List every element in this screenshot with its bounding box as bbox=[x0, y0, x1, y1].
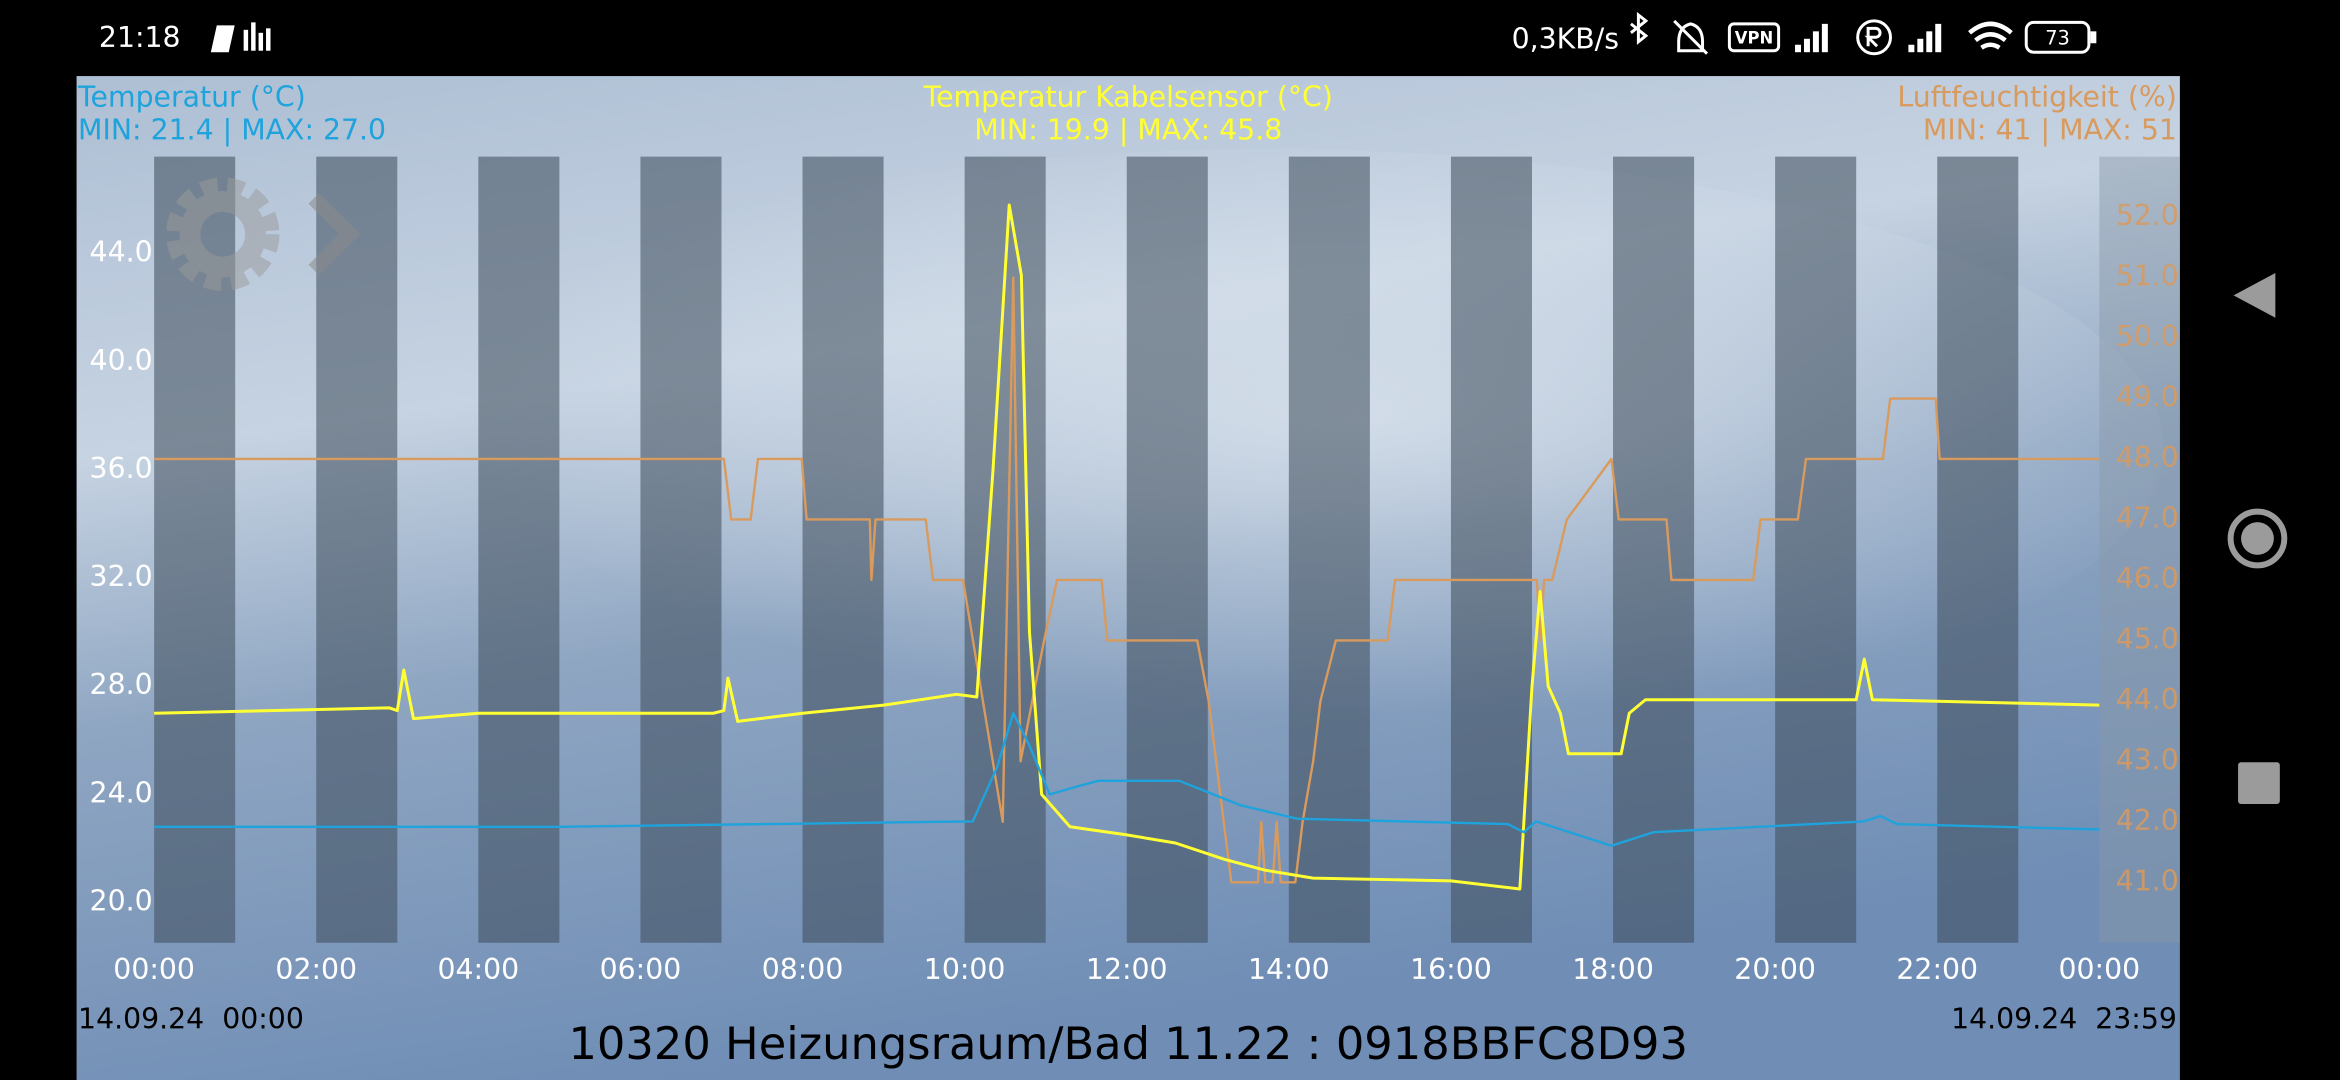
x-tick-label: 06:00 bbox=[600, 953, 682, 986]
chart-title: 10320 Heizungsraum/Bad 11.22 : 0918BBFC8… bbox=[568, 1017, 1688, 1070]
end-label: 14.09.24 23:59 bbox=[1951, 1002, 2177, 1035]
battery-level: 73 bbox=[2045, 26, 2070, 49]
y2-tick-label: 43.0 bbox=[2116, 743, 2179, 776]
y2-tick-label: 42.0 bbox=[2116, 804, 2179, 837]
series-line bbox=[154, 203, 2100, 891]
legend-label: Temperatur Kabelsensor (°C) bbox=[923, 80, 1333, 113]
legend-label: Luftfeuchtigkeit (%) bbox=[1897, 80, 2177, 113]
y2-tick-label: 47.0 bbox=[2116, 501, 2179, 534]
x-tick-label: 08:00 bbox=[762, 953, 844, 986]
back-button[interactable] bbox=[2233, 272, 2276, 318]
x-tick-label: 12:00 bbox=[1086, 953, 1168, 986]
x-tick-label: 22:00 bbox=[1896, 953, 1978, 986]
hour-stripe bbox=[1937, 156, 2019, 943]
series-line bbox=[154, 712, 2100, 847]
x-tick-label: 14:00 bbox=[1248, 953, 1330, 986]
hour-stripe bbox=[1775, 156, 1857, 943]
home-button[interactable] bbox=[2227, 508, 2288, 569]
series-line bbox=[154, 276, 2100, 884]
y-tick-label: 24.0 bbox=[90, 776, 153, 809]
app-area: 20.0 24.0 28.0 32.0 36.0 40.0 44.0 41.0 42.0 43.0… bbox=[76, 76, 2180, 1080]
hour-stripe bbox=[316, 156, 398, 943]
y2-tick-label: 49.0 bbox=[2116, 381, 2179, 414]
settings-icon[interactable] bbox=[166, 177, 280, 291]
y2-tick-label: 46.0 bbox=[2116, 562, 2179, 595]
x-tick-label: 04:00 bbox=[438, 953, 520, 986]
x-tick-label: 02:00 bbox=[275, 953, 357, 986]
status-bar: 21:18 0,3KB/s VPN 73 bbox=[99, 11, 2097, 56]
y2-tick-label: 50.0 bbox=[2116, 320, 2179, 353]
y-tick-label: 20.0 bbox=[90, 884, 153, 917]
y2-tick-label: 48.0 bbox=[2116, 441, 2179, 474]
wifi-icon bbox=[1968, 21, 2013, 50]
x-tick-label: 18:00 bbox=[1572, 953, 1654, 986]
y-tick-label: 32.0 bbox=[90, 560, 153, 593]
vpn-label: VPN bbox=[1735, 28, 1773, 47]
y2-tick-label: 41.0 bbox=[2116, 864, 2179, 897]
legend-label: Temperatur (°C) bbox=[77, 80, 306, 113]
signal-2 bbox=[1908, 23, 1942, 53]
gear-teeth bbox=[166, 177, 280, 291]
start-label: 14.09.24 00:00 bbox=[78, 1002, 304, 1035]
x-tick-label: 00:00 bbox=[2059, 953, 2141, 986]
hour-stripe bbox=[640, 156, 722, 943]
y-tick-label: 40.0 bbox=[90, 344, 153, 377]
x-tick-label: 20:00 bbox=[1734, 953, 1816, 986]
hour-stripe bbox=[154, 156, 236, 943]
y2-tick-label: 52.0 bbox=[2116, 199, 2179, 232]
stats-icon bbox=[243, 22, 271, 51]
hour-stripe bbox=[1288, 156, 1370, 943]
mute-icon bbox=[1673, 19, 1709, 55]
network-speed: 0,3KB/s bbox=[1512, 22, 1619, 55]
app-icon bbox=[210, 25, 235, 53]
hour-stripe bbox=[478, 156, 560, 943]
right-axis-band bbox=[2099, 156, 2180, 943]
x-tick-label: 10:00 bbox=[924, 953, 1006, 986]
battery-tip bbox=[2090, 31, 2097, 44]
y-tick-label: 44.0 bbox=[90, 236, 153, 269]
plot: 20.0 24.0 28.0 32.0 36.0 40.0 44.0 41.0 42.0 43.0… bbox=[77, 80, 2179, 1070]
roaming-r bbox=[1864, 26, 1882, 48]
vpn-badge bbox=[1727, 22, 1781, 53]
signal-1 bbox=[1795, 23, 1828, 53]
battery-outline bbox=[2024, 20, 2091, 54]
x-tick-label: 16:00 bbox=[1410, 953, 1492, 986]
home-button-dot bbox=[2241, 522, 2274, 555]
y-tick-label: 28.0 bbox=[90, 668, 153, 701]
hour-stripe bbox=[1126, 156, 1208, 943]
hour-stripe bbox=[1450, 156, 1532, 943]
gear-ring bbox=[179, 190, 267, 278]
y-tick-label: 36.0 bbox=[90, 452, 153, 485]
recents-button[interactable] bbox=[2238, 762, 2280, 805]
y2-tick-label: 51.0 bbox=[2116, 260, 2179, 293]
x-tick-label: 00:00 bbox=[113, 953, 195, 986]
nav-bar bbox=[2227, 272, 2288, 805]
y2-tick-label: 45.0 bbox=[2116, 622, 2179, 655]
hour-stripes bbox=[154, 156, 2180, 943]
bluetooth-icon bbox=[1630, 11, 1649, 45]
hour-stripe bbox=[1613, 156, 1695, 943]
clock: 21:18 bbox=[99, 21, 181, 54]
legend-stats: MIN: 21.4 | MAX: 27.0 bbox=[78, 113, 386, 146]
legend-stats: MIN: 41 | MAX: 51 bbox=[1923, 113, 2177, 146]
legend-stats: MIN: 19.9 | MAX: 45.8 bbox=[974, 113, 1282, 146]
y2-tick-label: 44.0 bbox=[2116, 683, 2179, 716]
next-icon[interactable] bbox=[308, 193, 361, 276]
roaming-icon bbox=[1856, 19, 1892, 56]
